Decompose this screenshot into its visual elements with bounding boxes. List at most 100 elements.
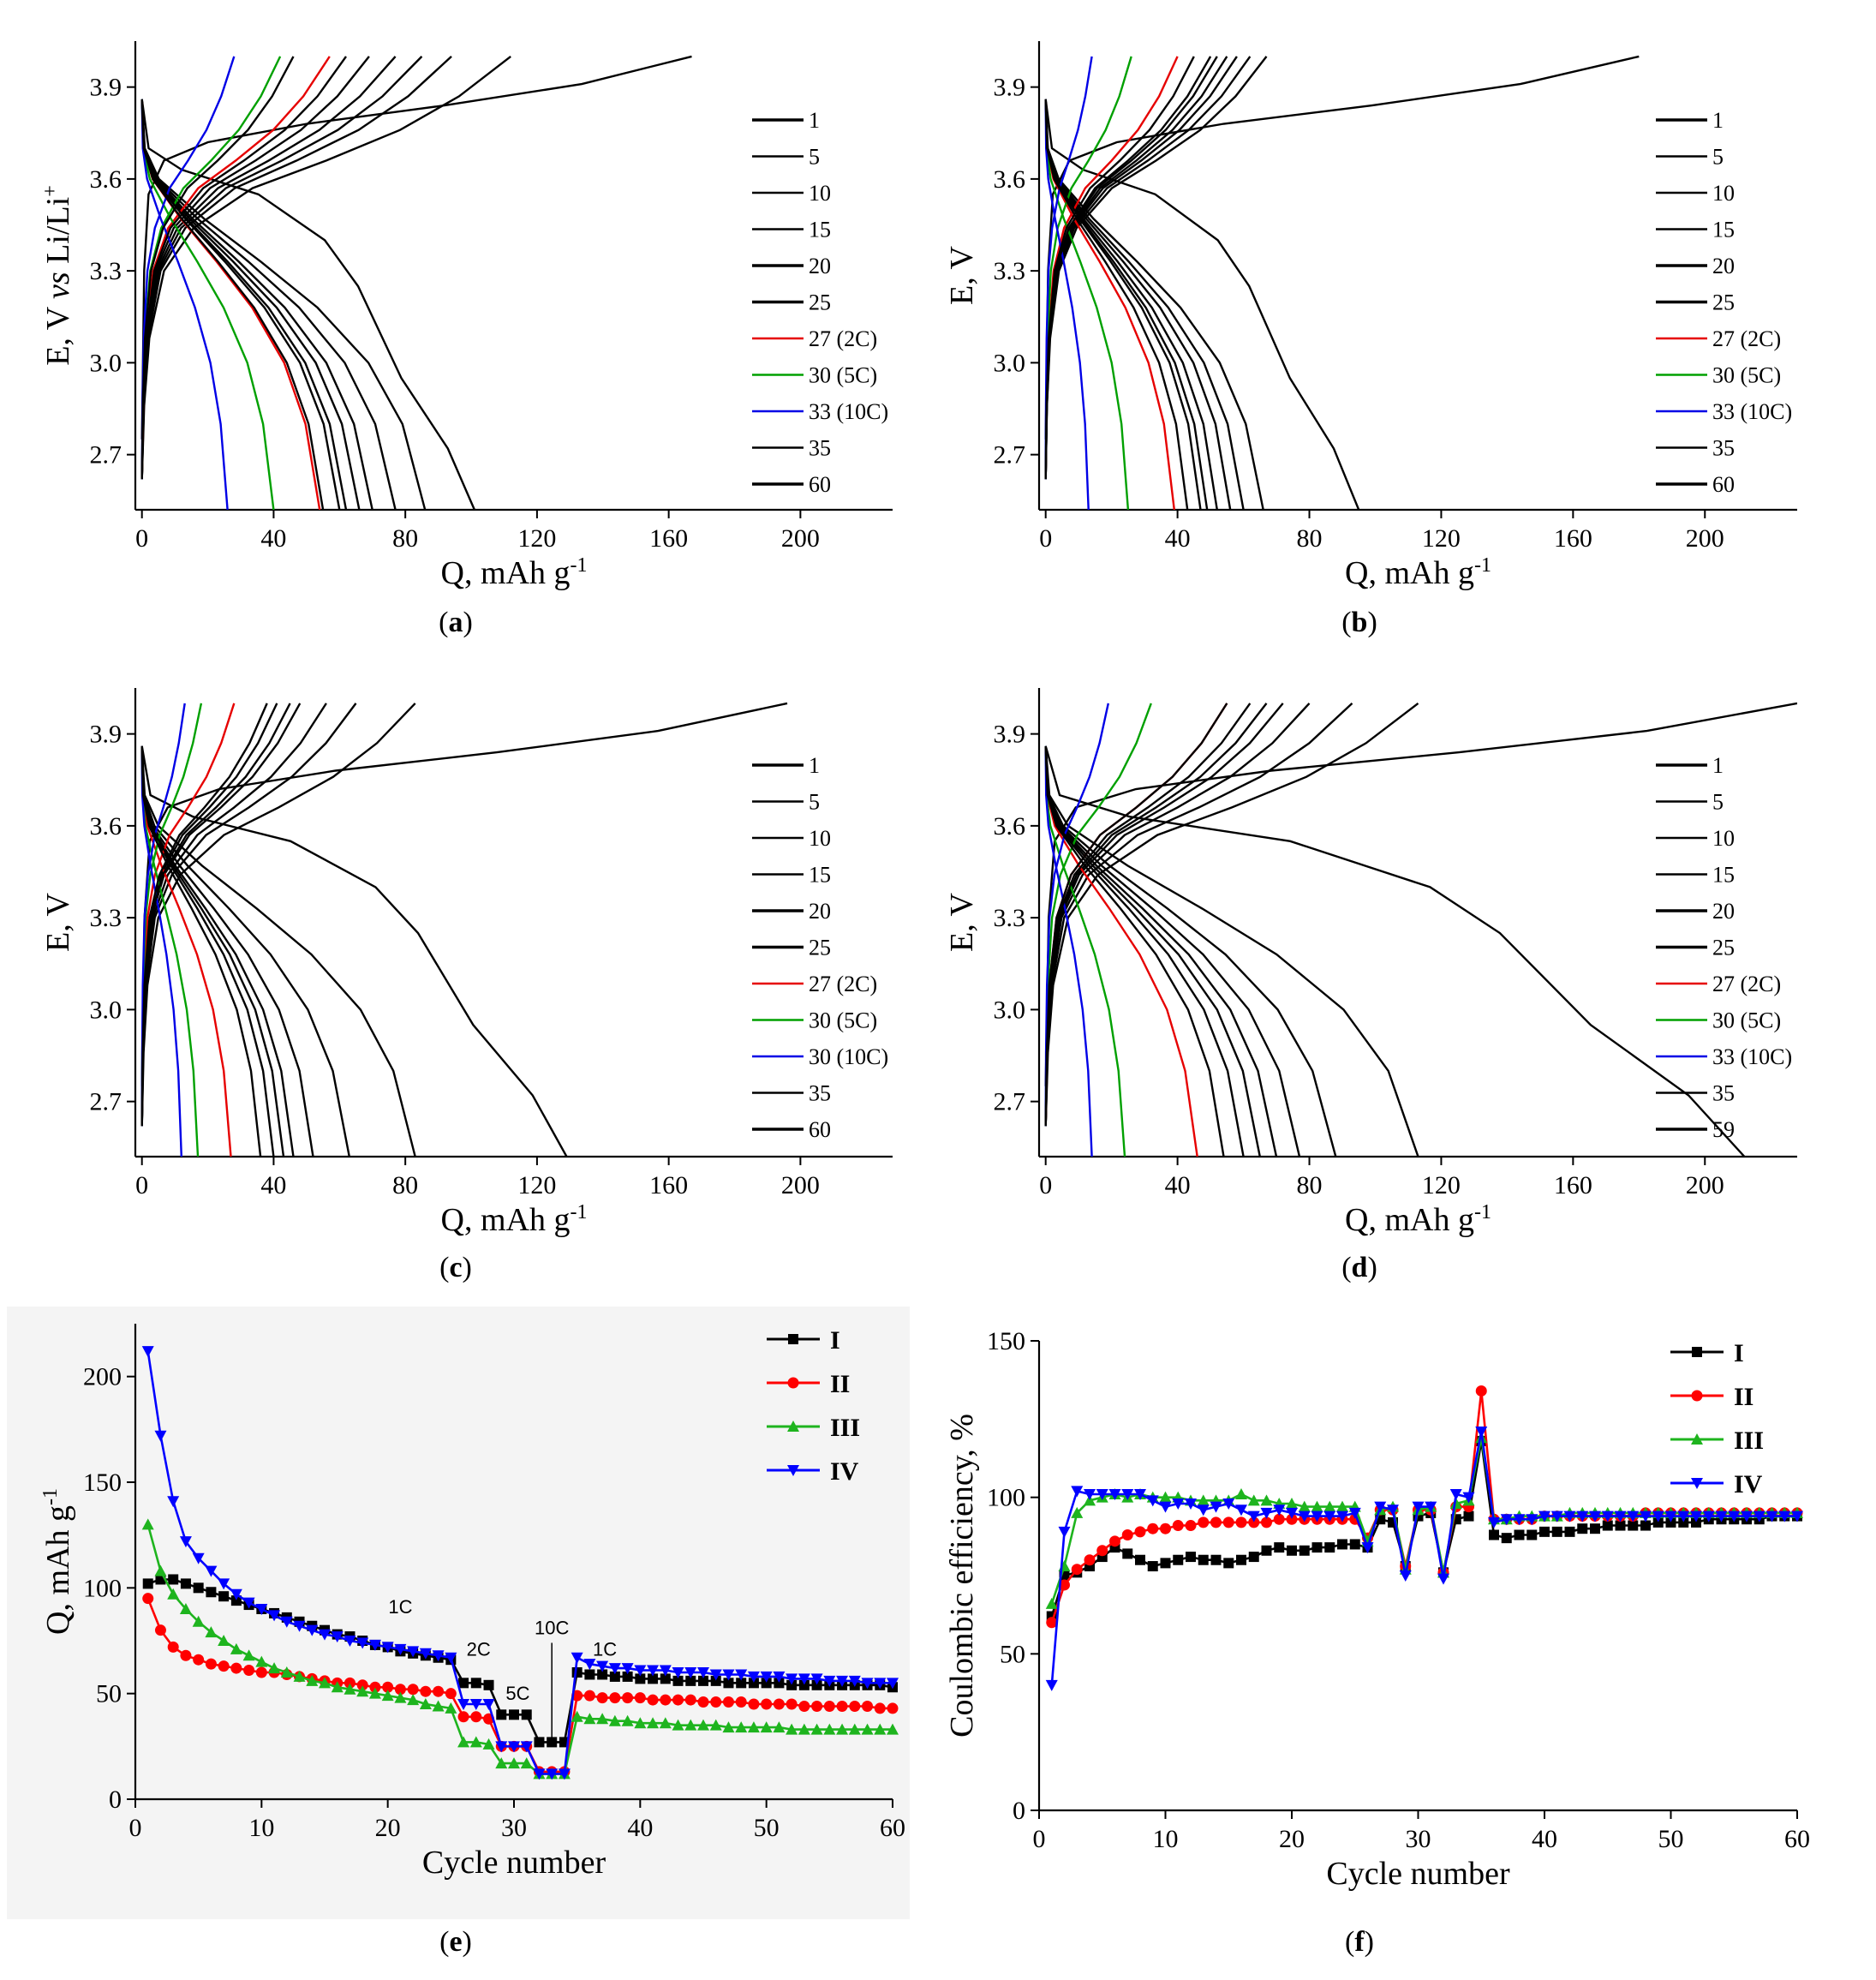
data-point: [495, 1757, 508, 1769]
data-point: [1210, 1516, 1222, 1528]
data-point: [356, 1637, 369, 1649]
charge-curve-10: [140, 56, 452, 480]
y-tick-label: 150: [987, 1327, 1025, 1355]
data-point: [1223, 1558, 1234, 1569]
data-point: [874, 1723, 887, 1735]
data-point: [179, 1603, 192, 1614]
legend-label: 1: [809, 108, 820, 133]
data-point: [1160, 1558, 1171, 1569]
data-point: [811, 1700, 823, 1712]
legend-label: 35: [1712, 436, 1735, 461]
data-point: [660, 1694, 672, 1706]
data-point: [1765, 1510, 1778, 1522]
x-tick-label: 0: [135, 1171, 148, 1199]
data-point: [760, 1671, 773, 1683]
data-point: [356, 1685, 369, 1697]
data-point: [206, 1587, 217, 1598]
data-point: [1614, 1510, 1627, 1522]
legend-label: 10: [1712, 826, 1735, 851]
data-point: [167, 1641, 179, 1653]
data-point: [1261, 1516, 1272, 1528]
data-point: [457, 1736, 470, 1748]
data-point: [1741, 1510, 1753, 1522]
legend-label: 30 (5C): [809, 1008, 877, 1033]
data-point: [709, 1719, 722, 1731]
y-tick-label: 100: [987, 1484, 1025, 1512]
panel-f: 0 10 20 30 40 50 60 0 50 100 150 Cycle number Coulom…: [944, 1327, 1810, 1958]
y-tick-label: 3.9: [90, 74, 122, 102]
data-point: [1691, 1390, 1703, 1402]
legend-label: IV: [1734, 1470, 1763, 1498]
data-point: [823, 1675, 836, 1687]
x-axis-title: Q, mAh g-1: [1345, 1201, 1491, 1238]
data-point: [1109, 1535, 1120, 1547]
legend-label: 59: [1712, 1117, 1735, 1142]
discharge-curve-5: [140, 99, 427, 510]
data-point: [420, 1685, 432, 1697]
data-point: [1652, 1516, 1664, 1528]
x-axis-title: Q, mAh g-1: [441, 1201, 588, 1238]
x-tick-label: 160: [1554, 524, 1592, 553]
data-point: [457, 1711, 469, 1723]
data-point: [1425, 1501, 1437, 1513]
data-point: [293, 1620, 306, 1632]
data-point: [1058, 1526, 1071, 1538]
data-point: [432, 1650, 445, 1662]
data-point: [697, 1667, 709, 1678]
legend-label: 60: [1712, 472, 1735, 497]
data-point: [1691, 1478, 1703, 1489]
data-point: [698, 1675, 708, 1686]
legend-label: 35: [809, 436, 831, 461]
data-point: [811, 1679, 822, 1690]
data-point: [747, 1721, 760, 1733]
x-tick-label: 20: [375, 1814, 401, 1842]
legend-label: 10: [1712, 181, 1735, 206]
data-point: [243, 1665, 255, 1677]
data-point: [596, 1660, 609, 1672]
data-point: [634, 1717, 647, 1729]
data-point: [368, 1687, 381, 1699]
data-point: [685, 1675, 696, 1686]
data-point: [154, 1430, 167, 1442]
data-point: [218, 1591, 230, 1602]
data-point: [1134, 1526, 1146, 1538]
data-point: [774, 1678, 785, 1689]
x-axis-title: Cycle number: [1326, 1856, 1510, 1892]
discharge-curve-1: [1044, 99, 1360, 510]
legend-label: 30 (5C): [809, 363, 877, 388]
data-point: [621, 1663, 634, 1675]
rate-annotation: 1C: [593, 1638, 617, 1660]
data-point: [445, 1652, 457, 1664]
curves: [1044, 55, 1640, 510]
y-tick-label: 3.6: [90, 165, 122, 194]
discharge-curve-33: [1044, 99, 1090, 510]
legend-label: 15: [1712, 863, 1735, 888]
data-point: [735, 1696, 747, 1708]
data-point: [419, 1698, 432, 1709]
data-point: [255, 1666, 267, 1678]
data-point: [723, 1678, 734, 1689]
x-tick-label: 40: [1165, 524, 1191, 553]
data-point: [622, 1692, 634, 1704]
discharge-curve-60: [140, 99, 325, 510]
y-tick-label: 3.0: [90, 996, 122, 1024]
data-point: [1071, 1564, 1083, 1576]
legend-label: 25: [1712, 290, 1735, 315]
data-point: [1159, 1491, 1172, 1503]
data-point: [887, 1678, 899, 1690]
data-point: [1135, 1554, 1145, 1565]
legend-label: 1: [1712, 753, 1724, 778]
y-axis-title: E, V: [944, 892, 980, 952]
data-point: [255, 1604, 268, 1615]
data-point: [1273, 1504, 1286, 1516]
data-point: [445, 1702, 457, 1714]
data-point: [1589, 1510, 1601, 1522]
data-point: [205, 1626, 218, 1638]
data-point: [1108, 1489, 1121, 1501]
data-point: [584, 1669, 595, 1680]
data-point: [760, 1721, 773, 1733]
data-point: [659, 1717, 672, 1729]
data-point: [1121, 1489, 1134, 1501]
data-point: [1526, 1514, 1538, 1526]
y-tick-label: 3.3: [994, 904, 1026, 932]
